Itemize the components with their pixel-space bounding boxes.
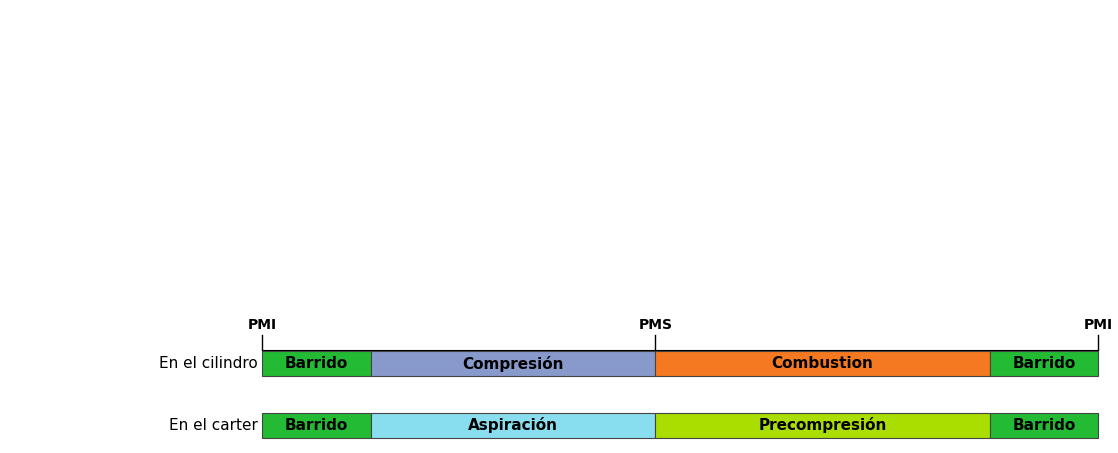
Text: Barrido: Barrido	[1013, 356, 1076, 371]
Bar	[371, 413, 655, 438]
Text: PMS: PMS	[638, 318, 672, 332]
Text: Barrido: Barrido	[1013, 418, 1076, 433]
Bar	[989, 352, 1099, 376]
Text: PMI: PMI	[248, 318, 277, 332]
Text: En el carter: En el carter	[169, 418, 258, 433]
Bar	[655, 413, 989, 438]
Text: PMI: PMI	[1083, 318, 1114, 332]
Bar	[989, 413, 1099, 438]
Text: En el cilindro: En el cilindro	[160, 356, 258, 371]
Text: Compresión: Compresión	[463, 356, 563, 372]
Text: Barrido: Barrido	[285, 418, 349, 433]
Text: Aspiración: Aspiración	[468, 417, 558, 434]
Bar	[371, 352, 655, 376]
Text: Barrido: Barrido	[285, 356, 349, 371]
Bar	[263, 413, 371, 438]
Text: Combustion: Combustion	[771, 356, 873, 371]
Bar	[655, 352, 989, 376]
Text: Precompresión: Precompresión	[758, 417, 887, 434]
Bar	[263, 352, 371, 376]
